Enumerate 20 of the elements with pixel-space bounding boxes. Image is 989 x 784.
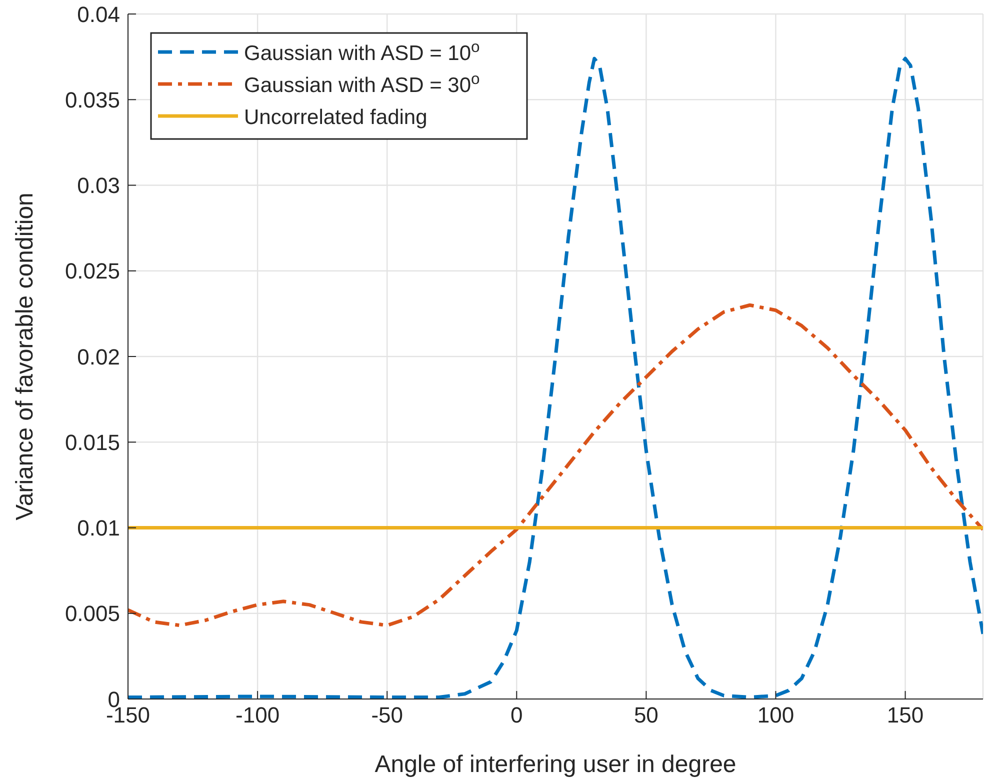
y-tick-label: 0.04 <box>77 2 120 27</box>
x-tick-label: -50 <box>371 702 403 728</box>
y-tick-label: 0.02 <box>77 344 120 370</box>
y-tick-label: 0.015 <box>64 430 120 455</box>
y-tick-label: 0.025 <box>64 258 120 284</box>
x-tick-label: -100 <box>236 702 280 728</box>
legend-label: Gaussian with ASD = 10$^{o}$ <box>244 38 480 65</box>
y-tick-label: 0.03 <box>77 173 120 198</box>
y-tick-label: 0.01 <box>77 516 120 541</box>
x-tick-label: 100 <box>757 702 794 728</box>
line-series <box>128 303 983 628</box>
x-tick-label: 150 <box>886 702 924 728</box>
y-axis-title: Variance of favorable condition <box>12 192 39 520</box>
legend-label: Uncorrelated fading <box>244 106 428 129</box>
x-tick-label: 50 <box>634 702 658 728</box>
x-tick-label: 0 <box>510 702 523 728</box>
y-tick-label: 0.005 <box>64 601 120 626</box>
y-tick-label: 0.035 <box>64 87 120 112</box>
legend-label: Gaussian with ASD = 30$^{o}$ <box>244 70 480 97</box>
x-axis-title: Angle of interfering user in degree <box>374 751 736 778</box>
